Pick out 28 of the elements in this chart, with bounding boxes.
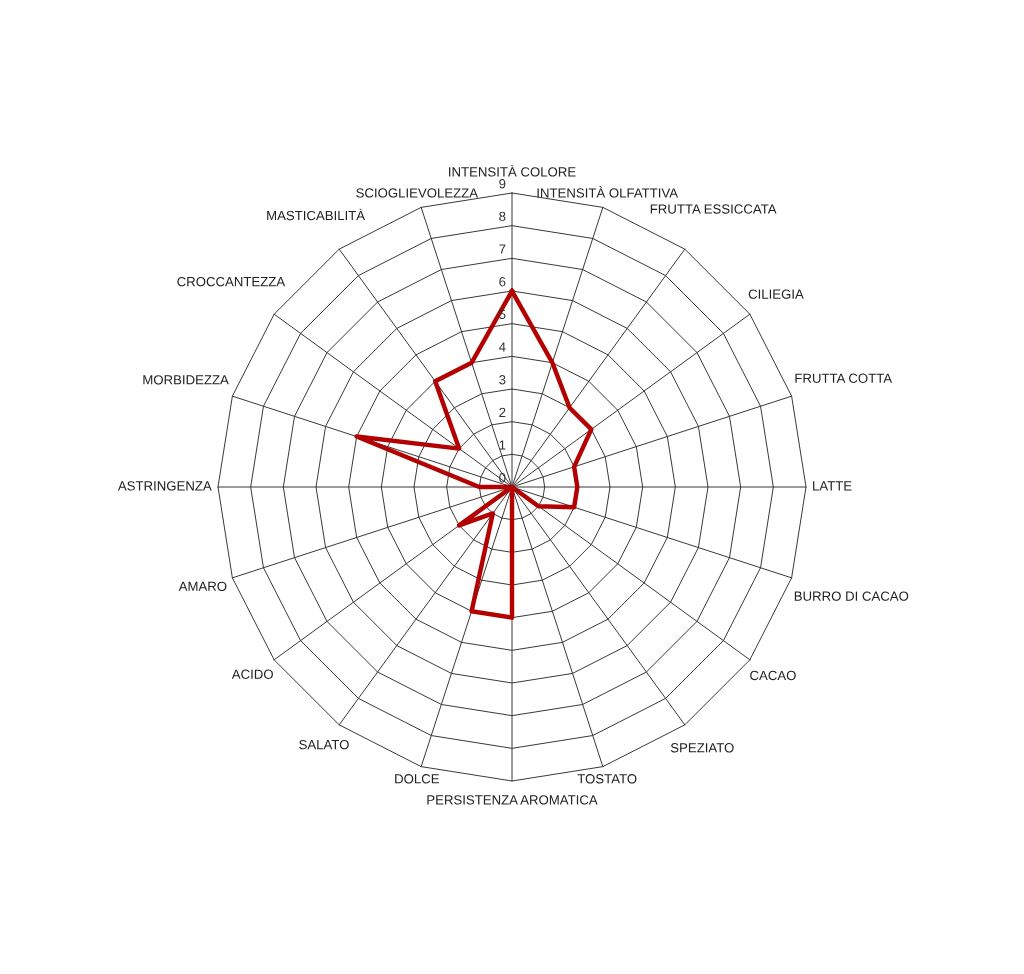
spoke-label: CACAO — [750, 670, 796, 681]
spoke-label: FRUTTA COTTA — [795, 373, 893, 383]
spoke-label: ACIDO — [231, 669, 273, 679]
y-tick-label: 6 — [499, 277, 506, 287]
spoke-label: PERSISTENZA AROMATICA — [427, 795, 598, 805]
spoke-label: ASTRINGENZA — [117, 481, 212, 491]
spoke-label: FRUTTA ESSICCATA — [650, 204, 777, 214]
spoke-label: SCIOGLIEVOLEZZA — [356, 188, 479, 198]
spoke-label: CROCCANTEZZA — [177, 276, 286, 287]
spoke-label: BURRO DI CACAO — [794, 591, 909, 601]
spoke-label: CILIEGIA — [748, 289, 804, 299]
spoke-label: INTENSITÀ OLFATTIVA — [537, 186, 679, 198]
y-tick-label: 3 — [499, 375, 506, 385]
spoke-label: SPEZIATO — [670, 743, 734, 753]
spoke-label: LATTE — [813, 481, 852, 491]
spoke-label: AMARO — [178, 581, 227, 591]
spoke-label: MORBIDEZZA — [143, 375, 229, 385]
y-tick-label: 4 — [498, 342, 506, 352]
y-tick-label: 7 — [499, 244, 506, 254]
spoke-label: SALATO — [299, 739, 349, 750]
spoke-label: INTENSITÀ COLORE — [449, 164, 576, 177]
spoke-label: TOSTATO — [577, 774, 637, 784]
y-tick-label: 9 — [499, 179, 506, 189]
spoke-label: MASTICABILITÀ — [267, 208, 366, 221]
y-tick-label: 1 — [499, 440, 506, 450]
spoke-label: DOLCE — [395, 774, 439, 784]
y-tick-label: 2 — [499, 407, 506, 417]
y-tick-label: 8 — [499, 211, 506, 222]
